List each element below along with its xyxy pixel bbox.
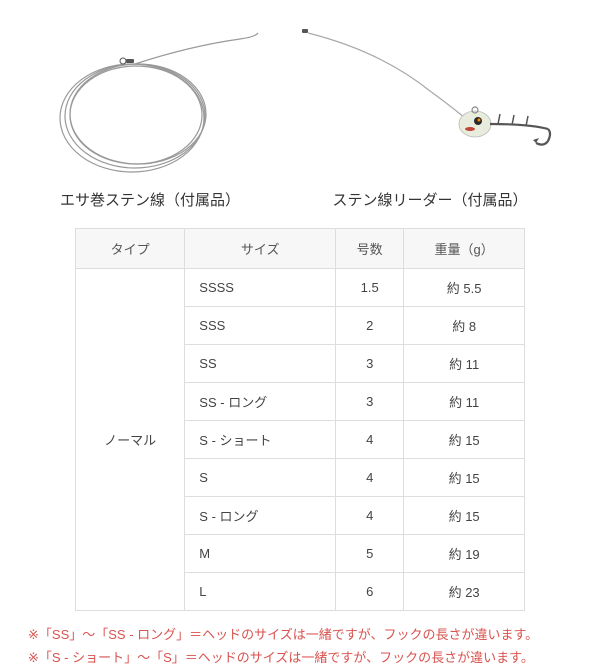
number-cell: 4 — [336, 459, 404, 497]
left-caption: エサ巻ステン線（付属品） — [60, 189, 240, 210]
size-cell: S - ショート — [185, 421, 336, 459]
weight-cell: 約 15 — [404, 459, 525, 497]
size-cell: SSS — [185, 307, 336, 345]
size-cell: L — [185, 573, 336, 611]
number-cell: 2 — [336, 307, 404, 345]
number-cell: 4 — [336, 421, 404, 459]
size-cell: S — [185, 459, 336, 497]
size-cell: SS - ロング — [185, 383, 336, 421]
weight-cell: 約 15 — [404, 497, 525, 535]
number-cell: 6 — [336, 573, 404, 611]
jig-head-icon — [300, 21, 560, 181]
header-weight: 重量（g） — [404, 229, 525, 269]
product-image-row: エサ巻ステン線（付属品） ステン線リーダー（付属品） — [0, 0, 600, 210]
notes-block: ※「SS」～「SS - ロング」＝ヘッドのサイズは一緒ですが、フックの長さが違い… — [0, 623, 600, 670]
weight-cell: 約 15 — [404, 421, 525, 459]
note-line-2: ※「S - ショート」～「S」＝ヘッドのサイズは一緒ですが、フックの長さが違いま… — [28, 646, 572, 669]
number-cell: 4 — [336, 497, 404, 535]
size-cell: M — [185, 535, 336, 573]
number-cell: 3 — [336, 383, 404, 421]
size-cell: SSSS — [185, 269, 336, 307]
note-line-1: ※「SS」～「SS - ロング」＝ヘッドのサイズは一緒ですが、フックの長さが違い… — [28, 623, 572, 646]
weight-cell: 約 11 — [404, 345, 525, 383]
size-cell: SS — [185, 345, 336, 383]
weight-cell: 約 23 — [404, 573, 525, 611]
weight-cell: 約 5.5 — [404, 269, 525, 307]
header-type: タイプ — [76, 229, 185, 269]
header-size: サイズ — [185, 229, 336, 269]
spec-table: タイプ サイズ 号数 重量（g） ノーマル SSSS 1.5 約 5.5 SSS… — [75, 228, 525, 611]
wire-coil-icon — [40, 21, 260, 181]
weight-cell: 約 11 — [404, 383, 525, 421]
right-caption: ステン線リーダー（付属品） — [332, 189, 527, 210]
weight-cell: 約 19 — [404, 535, 525, 573]
number-cell: 3 — [336, 345, 404, 383]
right-image-block: ステン線リーダー（付属品） — [300, 21, 560, 210]
size-cell: S - ロング — [185, 497, 336, 535]
table-row: ノーマル SSSS 1.5 約 5.5 — [76, 269, 525, 307]
header-number: 号数 — [336, 229, 404, 269]
number-cell: 1.5 — [336, 269, 404, 307]
table-header-row: タイプ サイズ 号数 重量（g） — [76, 229, 525, 269]
left-image-block: エサ巻ステン線（付属品） — [40, 21, 260, 210]
number-cell: 5 — [336, 535, 404, 573]
weight-cell: 約 8 — [404, 307, 525, 345]
type-cell: ノーマル — [76, 269, 185, 611]
